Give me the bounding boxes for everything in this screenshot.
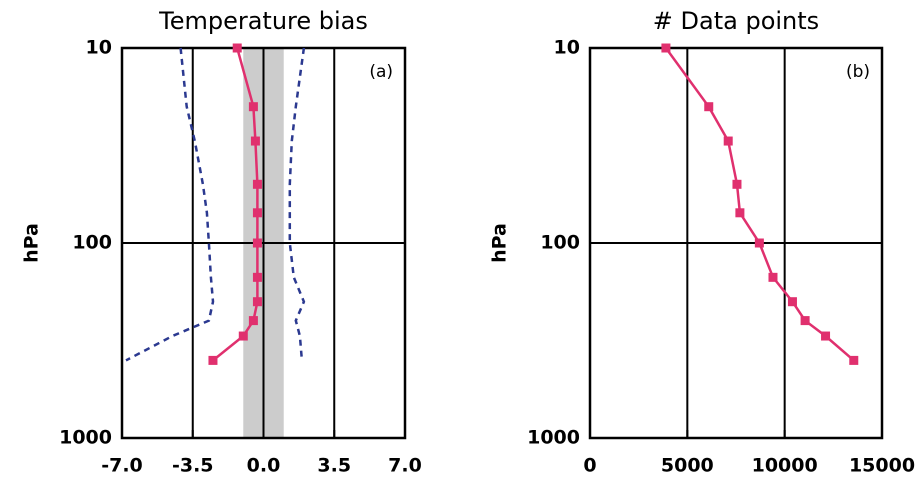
marker (250, 136, 260, 146)
marker (248, 102, 258, 112)
marker (754, 238, 764, 248)
plot-frame (588, 46, 884, 440)
x-tick-label: 15000 (849, 455, 915, 477)
marker (252, 179, 262, 189)
marker (248, 316, 258, 326)
y-axis-label: hPa (489, 223, 511, 263)
y-tick-label: 100 (540, 232, 580, 254)
marker (238, 331, 248, 341)
marker (252, 297, 262, 307)
marker (252, 238, 262, 248)
y-tick-label: 1000 (527, 427, 580, 449)
marker (800, 316, 810, 326)
marker (252, 208, 262, 218)
series-line (125, 47, 215, 362)
marker (787, 297, 797, 307)
y-tick-label: 1000 (59, 427, 112, 449)
x-tick-label: 0.0 (247, 455, 281, 477)
x-tick-label: 3.5 (317, 455, 351, 477)
marker (704, 102, 714, 112)
marker (661, 43, 671, 53)
x-tick-label: 0 (583, 455, 596, 477)
series-line (288, 47, 306, 361)
y-tick-label: 100 (72, 232, 112, 254)
panel-label: (a) (369, 62, 393, 82)
panel-label: (b) (846, 62, 870, 82)
marker (208, 355, 218, 365)
x-tick-label: 10000 (752, 455, 818, 477)
marker (768, 272, 778, 282)
y-tick-label: 10 (554, 37, 580, 59)
marker (732, 179, 742, 189)
x-tick-label: 7.0 (388, 455, 422, 477)
marker (735, 208, 745, 218)
marker (821, 331, 831, 341)
x-tick-label: -7.0 (101, 455, 143, 477)
y-tick-label: 10 (86, 37, 112, 59)
marker (252, 272, 262, 282)
marker (232, 43, 242, 53)
marker (723, 136, 733, 146)
y-axis-label: hPa (21, 223, 43, 263)
marker (849, 355, 859, 365)
chart-title: Temperature bias (158, 7, 368, 35)
plot-frame (120, 46, 407, 440)
x-tick-label: 5000 (661, 455, 714, 477)
chart-title: # Data points (653, 7, 819, 35)
x-tick-label: -3.5 (172, 455, 214, 477)
series-line (664, 47, 855, 362)
